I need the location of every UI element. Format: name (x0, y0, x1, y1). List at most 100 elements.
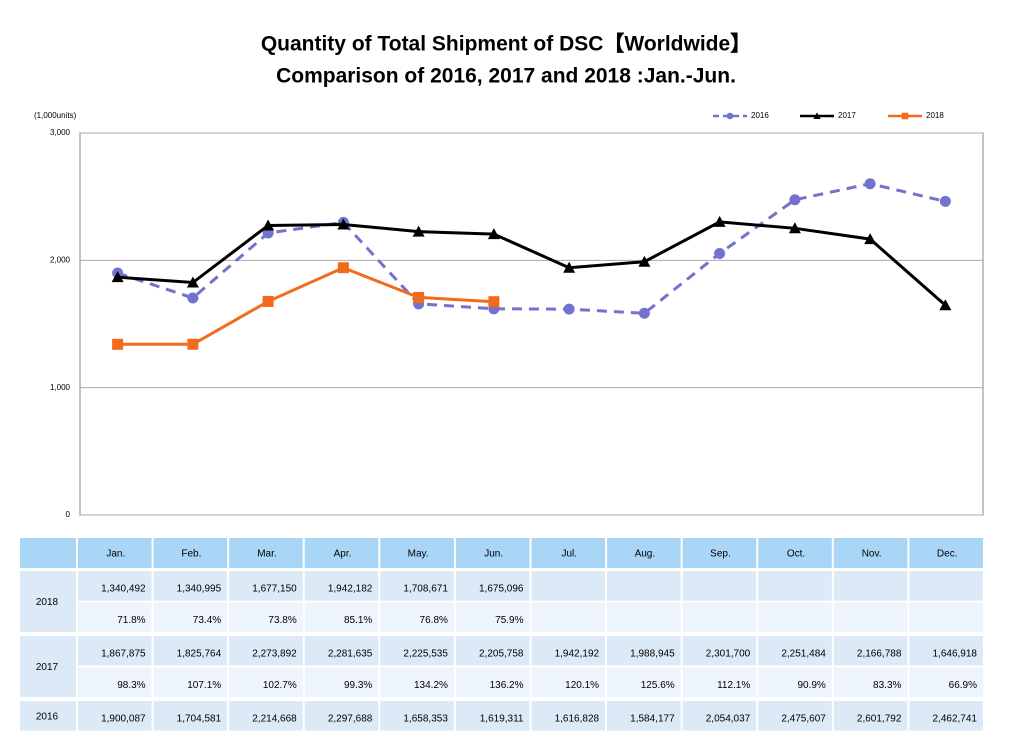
table-value: 2,166,788 (857, 648, 902, 659)
table-cell (909, 636, 983, 666)
table-value: 2,205,758 (479, 648, 524, 659)
plot-area (79, 132, 984, 516)
table-ratio: 76.8% (420, 615, 448, 626)
series-line (117, 266, 494, 346)
table-cell (455, 571, 530, 601)
table-cell (380, 701, 454, 731)
table-cell (153, 667, 228, 697)
table-cell (682, 571, 757, 601)
table-ratio: 112.1% (717, 680, 750, 691)
table-year-label: 2018 (36, 597, 59, 608)
table-cell (682, 636, 757, 666)
table-ratio: 66.9% (949, 680, 977, 691)
table-year-cell (20, 571, 76, 632)
table-header-cell (607, 538, 681, 568)
table-header-label: Dec. (937, 549, 958, 560)
table-header-label: Jun. (484, 549, 503, 560)
legend-marker (901, 112, 909, 120)
series-line (117, 220, 947, 307)
table-cell (758, 571, 832, 601)
table-cell (455, 667, 530, 697)
table-cell (682, 701, 757, 731)
table-cell (380, 571, 454, 601)
table-value: 1,584,177 (630, 713, 675, 724)
table-header-cell (682, 538, 757, 568)
table-year-cell (20, 701, 76, 731)
table-ratio: 134.2% (414, 680, 448, 691)
table-cell (531, 571, 606, 601)
point (939, 195, 951, 207)
series-line (117, 182, 946, 315)
table-ratio: 99.3% (344, 680, 372, 691)
y-tick-label: 1,000 (50, 383, 71, 392)
table-value: 1,619,311 (480, 713, 524, 724)
legend-marker (813, 112, 821, 119)
point (337, 218, 350, 230)
chart-title: Quantity of Total Shipment of DSC【Worldw… (261, 33, 751, 56)
table-ratio: 71.8% (117, 615, 145, 626)
table-year-label: 2017 (36, 662, 59, 673)
table-cell (304, 701, 379, 731)
table-header-label: Apr. (334, 549, 352, 560)
table-cell (909, 667, 983, 697)
table-header-cell (153, 538, 228, 568)
table-value: 2,273,892 (252, 648, 297, 659)
table-ratio: 73.4% (193, 615, 221, 626)
table-ratio: 83.3% (873, 680, 901, 691)
table-cell (229, 636, 303, 666)
table-cell (909, 602, 983, 632)
table-cell (78, 636, 152, 666)
table-year-cell (20, 636, 76, 697)
table-header-label: Oct. (787, 549, 805, 560)
table-ratio: 73.8% (268, 615, 296, 626)
table-header-cell (909, 538, 983, 568)
table-cell (304, 602, 379, 632)
table-value: 2,601,792 (857, 713, 902, 724)
table-header-label: Mar. (257, 549, 276, 560)
table-header-cell (304, 538, 379, 568)
table-cell (455, 602, 530, 632)
y-unit-label: (1,000units) (34, 111, 77, 120)
table-value: 2,301,700 (706, 648, 751, 659)
table-cell (682, 667, 757, 697)
table-value: 1,867,875 (101, 648, 146, 659)
point (638, 307, 650, 319)
y-tick-label: 2,000 (50, 255, 71, 264)
table-cell (304, 667, 379, 697)
point (864, 233, 877, 245)
table-value: 1,646,918 (933, 648, 978, 659)
chart-subtitle: Comparison of 2016, 2017 and 2018 :Jan.-… (276, 65, 736, 88)
table-header-label: Nov. (862, 549, 882, 560)
table-ratio: 120.1% (565, 680, 599, 691)
point (187, 338, 199, 350)
table-header-cell (455, 538, 530, 568)
table-header-cell (531, 538, 606, 568)
point (939, 299, 952, 311)
table-value: 1,340,492 (101, 583, 146, 594)
table-cell (78, 602, 152, 632)
table-cell (531, 636, 606, 666)
table-value: 1,708,671 (403, 583, 448, 594)
table-cell (607, 667, 681, 697)
table-ratio: 136.2% (490, 680, 524, 691)
table-value: 1,988,945 (630, 648, 675, 659)
table-cell (607, 571, 681, 601)
table-cell (78, 667, 152, 697)
table-cell (229, 701, 303, 731)
table-header-label: May. (408, 549, 429, 560)
table-ratio: 107.1% (187, 680, 221, 691)
point (563, 261, 576, 273)
legend-marker (726, 112, 734, 120)
table-header-cell (758, 538, 832, 568)
table-value: 2,251,484 (781, 648, 826, 659)
legend-label: 2017 (838, 111, 856, 120)
table-ratio: 75.9% (495, 615, 523, 626)
table-cell (304, 571, 379, 601)
point (187, 292, 199, 304)
table-value: 2,281,635 (328, 648, 373, 659)
table-ratio: 102.7% (263, 680, 297, 691)
table-cell (153, 701, 228, 731)
table-cell (607, 636, 681, 666)
table-value: 2,054,037 (706, 713, 751, 724)
table-value: 1,900,087 (101, 713, 146, 724)
